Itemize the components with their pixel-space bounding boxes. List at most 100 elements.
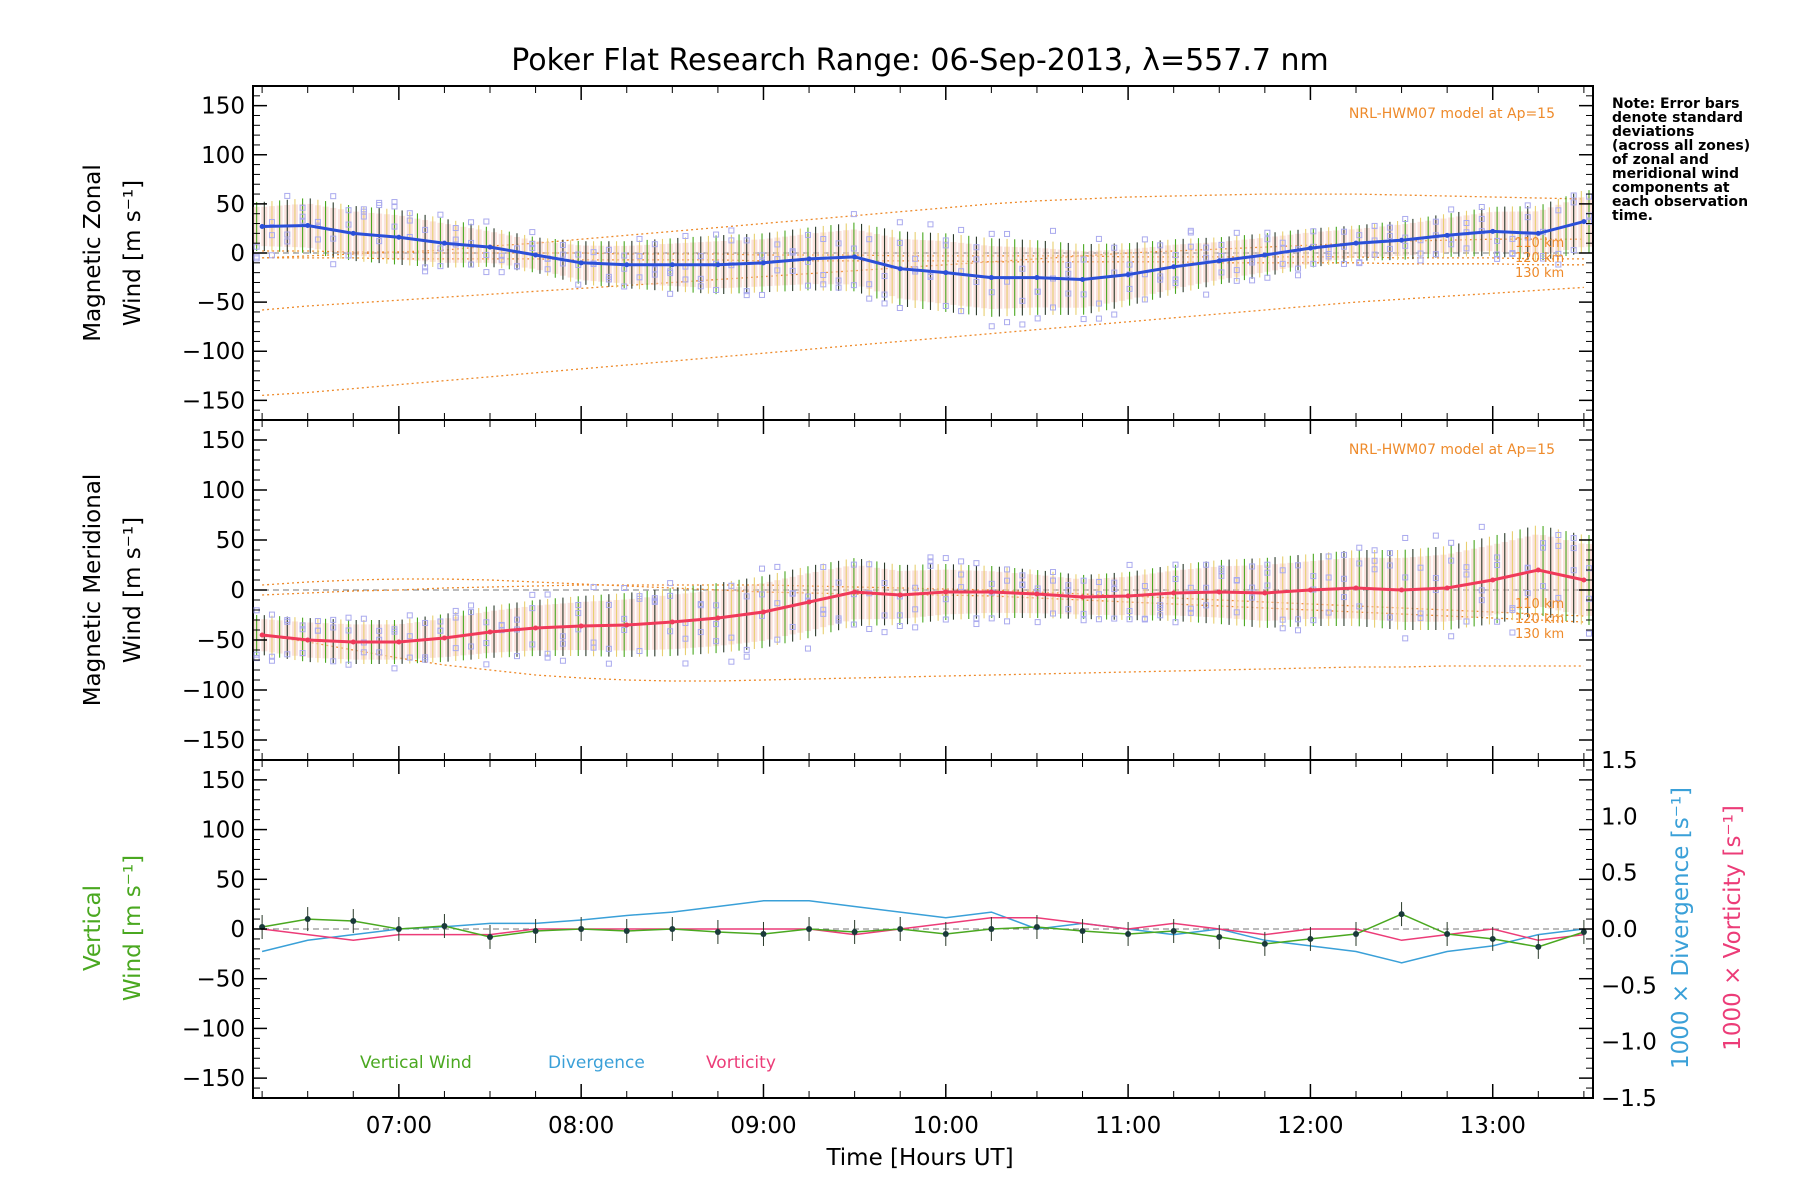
legend-vertical-wind: Vertical Wind — [360, 1053, 472, 1073]
zone-point — [437, 618, 444, 625]
zone-point — [881, 291, 888, 298]
zone-point — [1325, 609, 1332, 616]
wind-point — [1444, 232, 1450, 238]
zone-point — [1172, 252, 1179, 259]
zone-point — [1264, 229, 1271, 236]
zone-point — [376, 238, 383, 245]
zone-point — [1585, 218, 1592, 225]
zone-point — [1570, 199, 1577, 206]
vertical-wind-point — [1261, 940, 1268, 947]
zone-point — [1478, 597, 1485, 604]
vertical-wind-point — [532, 927, 539, 934]
zone-point — [330, 261, 337, 268]
zone-point — [1494, 251, 1501, 258]
zone-point — [544, 266, 551, 273]
vertical-wind-point — [487, 933, 494, 940]
zone-point — [513, 616, 520, 623]
zone-point — [682, 635, 689, 642]
zone-point — [391, 665, 398, 672]
zone-point — [1371, 222, 1378, 229]
zone-point — [498, 269, 505, 276]
y-tick-label: −150 — [182, 1066, 245, 1092]
model-curve — [262, 286, 1584, 397]
zone-point — [452, 236, 459, 243]
zone-point — [973, 256, 980, 263]
zone-point — [605, 601, 612, 608]
y-tick-label: 100 — [201, 143, 245, 169]
zone-point — [391, 626, 398, 633]
wind-point — [1490, 228, 1496, 234]
x-tick-label: 13:00 — [1460, 1113, 1526, 1139]
zone-point — [406, 633, 413, 640]
zonal-alt-120: 120 km — [1515, 251, 1564, 266]
zone-point — [422, 656, 429, 663]
y-tick-label: 150 — [201, 428, 245, 454]
legend-vorticity: Vorticity — [706, 1053, 776, 1073]
zone-point — [1004, 230, 1011, 237]
zone-point — [1478, 587, 1485, 594]
zone-point — [422, 226, 429, 233]
right-tick-label: 0.0 — [1601, 917, 1638, 943]
zone-point — [1540, 540, 1547, 547]
zone-point — [299, 213, 306, 220]
zone-point — [559, 633, 566, 640]
zone-point — [406, 217, 413, 224]
zone-point — [1049, 304, 1056, 311]
zone-point — [468, 219, 475, 226]
zone-point — [1432, 575, 1439, 582]
wind-point — [1353, 240, 1359, 246]
zone-point — [1095, 235, 1102, 242]
zone-point — [284, 651, 291, 658]
zone-point — [345, 661, 352, 668]
note-line-1: Note: Error bars — [1612, 96, 1739, 112]
zone-point — [314, 627, 321, 634]
zone-point — [284, 238, 291, 245]
zone-point — [881, 580, 888, 587]
zone-point — [759, 252, 766, 259]
zone-point — [912, 624, 919, 631]
wind-point — [578, 623, 584, 629]
zone-point — [1279, 625, 1286, 632]
zone-point — [1340, 260, 1347, 267]
wind-point — [1307, 587, 1313, 593]
zone-point — [575, 281, 582, 288]
zone-point — [1463, 245, 1470, 252]
zone-point — [850, 211, 857, 218]
zone-point — [1340, 228, 1347, 235]
y-tick-label: 50 — [216, 192, 245, 218]
zone-point — [835, 579, 842, 586]
zone-point — [299, 217, 306, 224]
zone-point — [529, 605, 536, 612]
right-tick-label: −1.0 — [1601, 1030, 1657, 1056]
zone-point — [1049, 610, 1056, 617]
zone-point — [1004, 618, 1011, 625]
zone-point — [942, 555, 949, 562]
zone-point — [621, 283, 628, 290]
zonal-model-label: NRL-HWM07 model at Ap=15 — [1349, 106, 1555, 122]
zone-point — [345, 207, 352, 214]
zone-point — [1555, 261, 1562, 268]
zone-point — [942, 242, 949, 249]
zone-point — [1019, 321, 1026, 328]
zone-point — [881, 612, 888, 619]
vertical-wind-point — [760, 930, 767, 937]
zone-point — [1233, 267, 1240, 274]
y-tick-label: 50 — [216, 528, 245, 554]
zone-point — [1187, 609, 1194, 616]
vertical-wind-point — [1216, 933, 1223, 940]
model-curve — [262, 634, 1584, 682]
zone-point — [1356, 260, 1363, 267]
zone-point — [330, 658, 337, 665]
zone-point — [1295, 627, 1302, 634]
zonal-ylabel-2: Wind [m s⁻¹] — [120, 180, 146, 326]
zone-point — [1310, 260, 1317, 267]
wind-point — [1353, 585, 1359, 591]
zone-point — [1585, 565, 1592, 572]
vertical-wind-point — [1535, 943, 1542, 950]
wind-point — [624, 262, 630, 268]
wind-point — [1216, 589, 1222, 595]
zone-point — [314, 618, 321, 625]
zone-point — [636, 648, 643, 655]
zone-point — [1279, 239, 1286, 246]
zone-point — [636, 595, 643, 602]
